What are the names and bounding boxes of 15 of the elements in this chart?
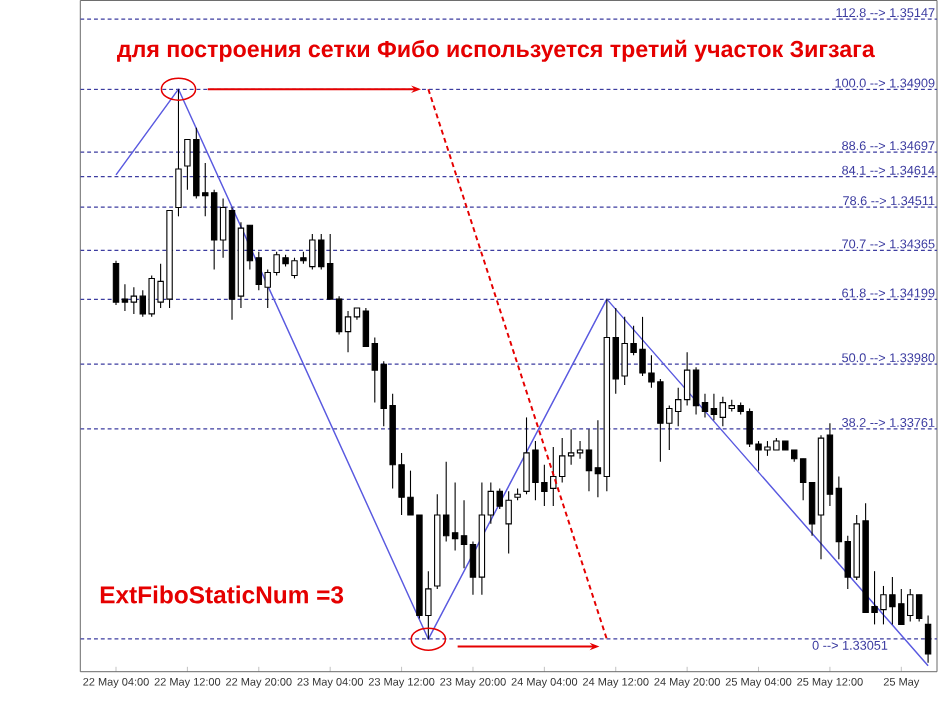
candlestick <box>558 437 566 484</box>
candlestick <box>719 396 727 427</box>
candlestick <box>710 393 718 421</box>
candlestick <box>683 351 691 407</box>
candlestick <box>175 88 182 217</box>
candlestick <box>130 286 138 315</box>
candlestick <box>924 614 932 664</box>
candlestick <box>451 481 459 552</box>
text: для построения сетки Фибо используется третий участок Зигзага <box>117 39 875 62</box>
candlestick <box>210 189 218 271</box>
candlestick <box>112 260 120 306</box>
annotation: ExtFiboStaticNum =3 <box>100 585 344 604</box>
candlestick <box>915 594 923 622</box>
candlestick <box>692 366 700 415</box>
candlestick <box>585 428 593 492</box>
